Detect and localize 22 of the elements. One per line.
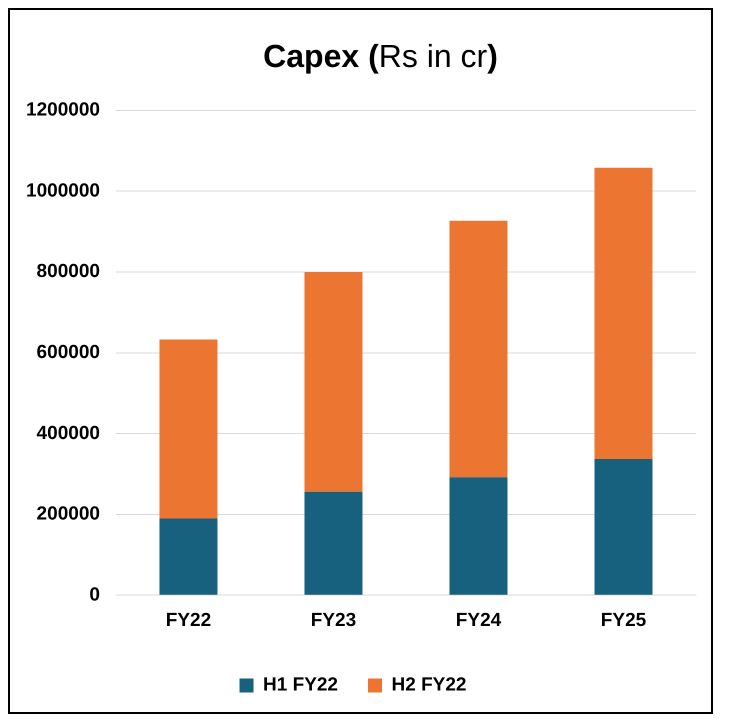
bar (449, 477, 508, 595)
x-tick-label: FY25 (600, 610, 647, 631)
bar (594, 459, 652, 595)
bar (594, 168, 652, 460)
bar (304, 492, 362, 595)
bar (159, 518, 218, 595)
x-tick-label: FY22 (166, 610, 212, 631)
chart-title: Capex (Rs in cr) (263, 38, 498, 74)
y-tick-label: 200000 (36, 504, 100, 525)
legend-label: H1 FY22 (263, 674, 338, 696)
y-tick-label: 800000 (36, 261, 100, 282)
y-tick-label: 0 (89, 584, 100, 606)
y-tick-label: 1200000 (26, 100, 100, 121)
x-tick-label: FY24 (456, 610, 502, 631)
y-tick-label: 600000 (36, 342, 100, 364)
bar (159, 339, 218, 518)
x-tick-label: FY23 (310, 610, 356, 631)
legend-label: H2 FY22 (392, 674, 466, 696)
y-tick-label: 400000 (36, 422, 100, 444)
bar (304, 272, 362, 492)
y-tick-label: 1000000 (26, 180, 100, 202)
bar (449, 220, 508, 478)
